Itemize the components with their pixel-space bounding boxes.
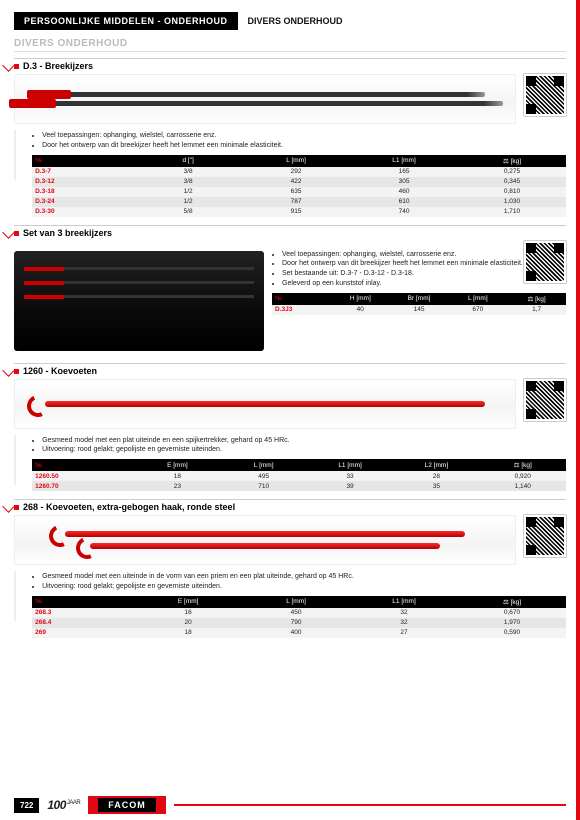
bullet: Veel toepassingen: ophanging, wielstel, … [282, 251, 566, 260]
category-label: PERSOONLIJKE MIDDELEN - ONDERHOUD [14, 12, 238, 30]
col: L1 [mm] [350, 596, 458, 608]
page-footer: 722 100JAAR FACOM [0, 796, 580, 814]
anniversary-suffix: JAAR [67, 800, 80, 806]
bullet: Uitvoering: rood gelakt; gepolijste en g… [42, 446, 566, 455]
col: H [mm] [331, 293, 390, 305]
col: d ["] [134, 155, 242, 167]
product-title: D.3 - Breekijzers [23, 61, 93, 71]
col: L [mm] [242, 155, 350, 167]
page-header: PERSOONLIJKE MIDDELEN - ONDERHOUD DIVERS… [14, 12, 566, 30]
col: ⚖ [kg] [480, 459, 566, 471]
product-title: 1260 - Koevoeten [23, 366, 97, 376]
spec-table: № E [mm] L [mm] L1 [mm] ⚖ [kg] 268.31645… [32, 596, 566, 638]
technical-drawing [14, 435, 16, 485]
col: L [mm] [221, 459, 307, 471]
col-ref: № [32, 459, 134, 471]
brand-badge: FACOM [88, 796, 166, 814]
bullet: Gesmeed model met een plat uiteinde en e… [42, 437, 566, 446]
product-bullets: Gesmeed model met een plat uiteinde en e… [32, 437, 566, 456]
bullet: Veel toepassingen: ophanging, wielstel, … [42, 132, 566, 141]
col: L [mm] [242, 596, 350, 608]
technical-drawing [14, 571, 16, 621]
qr-code [524, 74, 566, 116]
spec-table: № d ["] L [mm] L1 [mm] ⚖ [kg] D.3-73/829… [32, 155, 566, 217]
product-image [14, 74, 516, 124]
col: ⚖ [kg] [458, 155, 566, 167]
section-heading: DIVERS ONDERHOUD [14, 38, 566, 52]
anniversary-number: 100 [47, 798, 66, 812]
bullet: Door het ontwerp van dit breekijzer heef… [282, 260, 566, 269]
page-number: 722 [14, 798, 39, 813]
col-ref: № [32, 596, 134, 608]
catalog-page: PERSOONLIJKE MIDDELEN - ONDERHOUD DIVERS… [0, 0, 580, 820]
col: L1 [mm] [350, 155, 458, 167]
col: E [mm] [134, 459, 220, 471]
col: E [mm] [134, 596, 242, 608]
subcategory-label: DIVERS ONDERHOUD [238, 12, 353, 30]
product-title: 268 - Koevoeten, extra-gebogen haak, ron… [23, 502, 235, 512]
bullet: Set bestaande uit: D.3-7 - D.3-12 - D.3-… [282, 270, 566, 279]
anniversary-logo: 100JAAR [47, 798, 80, 812]
col: L1 [mm] [307, 459, 393, 471]
product-title: Set van 3 breekijzers [23, 228, 112, 238]
spec-table: № E [mm] L [mm] L1 [mm] L2 [mm] ⚖ [kg] 1… [32, 459, 566, 491]
bullet: Door het ontwerp van dit breekijzer heef… [42, 142, 566, 151]
footer-rule [174, 804, 566, 806]
bullet: Uitvoering: rood gelakt; gepolijste en g… [42, 583, 566, 592]
product-section: D.3 - Breekijzers Veel toepassingen: oph… [14, 58, 566, 217]
technical-drawing [14, 130, 16, 180]
col: ⚖ [kg] [458, 596, 566, 608]
col: ⚖ [kg] [507, 293, 566, 305]
bullet: Gesmeed model met een uiteinde in de vor… [42, 573, 566, 582]
product-section: 1260 - Koevoeten Gesmeed model met een p… [14, 363, 566, 492]
col-ref: № [272, 293, 331, 305]
product-section: 268 - Koevoeten, extra-gebogen haak, ron… [14, 499, 566, 638]
bullet: Geleverd op een kunststof inlay. [282, 280, 566, 289]
product-bullets: Veel toepassingen: ophanging, wielstel, … [32, 132, 566, 151]
col-ref: № [32, 155, 134, 167]
col: Br [mm] [390, 293, 449, 305]
col: L [mm] [448, 293, 507, 305]
qr-code [524, 515, 566, 557]
brand-name: FACOM [98, 798, 156, 812]
product-bullets: Veel toepassingen: ophanging, wielstel, … [272, 251, 566, 289]
col: L2 [mm] [393, 459, 479, 471]
product-image [14, 515, 516, 565]
side-accent-bar [576, 0, 580, 820]
product-image [14, 379, 516, 429]
qr-code [524, 379, 566, 421]
product-image [14, 251, 264, 351]
product-bullets: Gesmeed model met een uiteinde in de vor… [32, 573, 566, 592]
spec-table: № H [mm] Br [mm] L [mm] ⚖ [kg] D.3J34014… [272, 293, 566, 315]
product-section: Set van 3 breekijzers Veel toepassingen:… [14, 225, 566, 355]
